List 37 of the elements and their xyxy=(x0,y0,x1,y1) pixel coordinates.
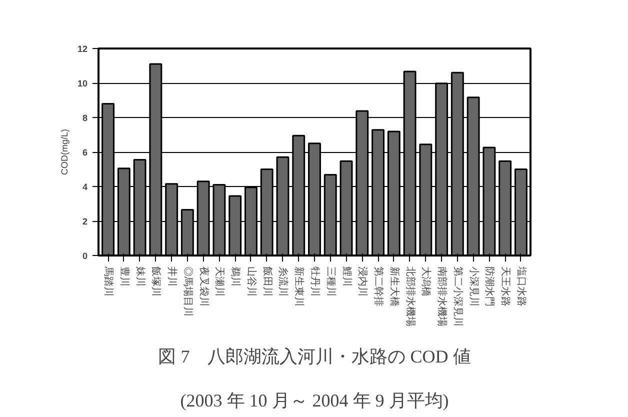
x-tick-label: 新生東川 xyxy=(293,266,306,306)
x-tick-label: 大潟橋 xyxy=(420,266,432,296)
text: (2003 年 10 月～ 2004 年 9 月平均) xyxy=(180,390,449,410)
x-tick-label: 塩口水路 xyxy=(515,266,528,306)
x-tick-label: 山谷川 xyxy=(245,266,258,296)
x-tick-label: 馬踏川 xyxy=(102,266,115,296)
y-tick-label: 0 xyxy=(82,251,88,261)
x-tick-label: 天瀬川 xyxy=(214,266,226,296)
x-tick-label: 鵜川 xyxy=(230,266,242,286)
y-tick-label: 8 xyxy=(82,113,88,123)
x-tick-label: 妹川 xyxy=(134,266,146,286)
x-tick-label: ◎馬場目川 xyxy=(182,266,194,316)
y-tick-label: 10 xyxy=(77,78,88,88)
x-tick-label: 防潮水門 xyxy=(484,266,496,306)
y-tick-label: 2 xyxy=(82,216,88,226)
x-tick-label: 第二幹排 xyxy=(372,266,385,306)
x-tick-label: 飯塚川 xyxy=(150,266,162,296)
x-tick-label: 新生大橋 xyxy=(388,266,400,306)
x-tick-label: 第二小深見川 xyxy=(452,266,464,326)
x-tick-label: 南部排水機場 xyxy=(436,266,448,326)
x-tick-label: 牡丹川 xyxy=(309,266,321,296)
x-tick-label: 夜叉袋川 xyxy=(198,266,210,306)
x-tick-label: 糸流川 xyxy=(277,266,290,296)
x-tick-label: 浸内川 xyxy=(356,266,369,296)
caption: 図 7 八郎湖流入河川・水路の COD 値 xyxy=(158,346,471,366)
x-tick-label: 飯田川 xyxy=(261,266,274,296)
x-tick-label: 北部排水機場 xyxy=(404,266,416,326)
y-axis-title: COD(mg/L) xyxy=(59,128,70,175)
x-tick-label: 天王水路 xyxy=(500,266,512,306)
x-tick-label: 豊川 xyxy=(118,266,130,286)
y-tick-label: 12 xyxy=(77,44,88,54)
x-tick-label: 鯉川 xyxy=(340,266,353,286)
y-tick-label: 4 xyxy=(82,182,88,192)
x-tick-label: 三種川 xyxy=(324,266,337,296)
y-tick-label: 6 xyxy=(82,148,88,158)
x-tick-label: 小深見川 xyxy=(468,266,480,306)
x-tick-label: 井川 xyxy=(166,266,178,286)
